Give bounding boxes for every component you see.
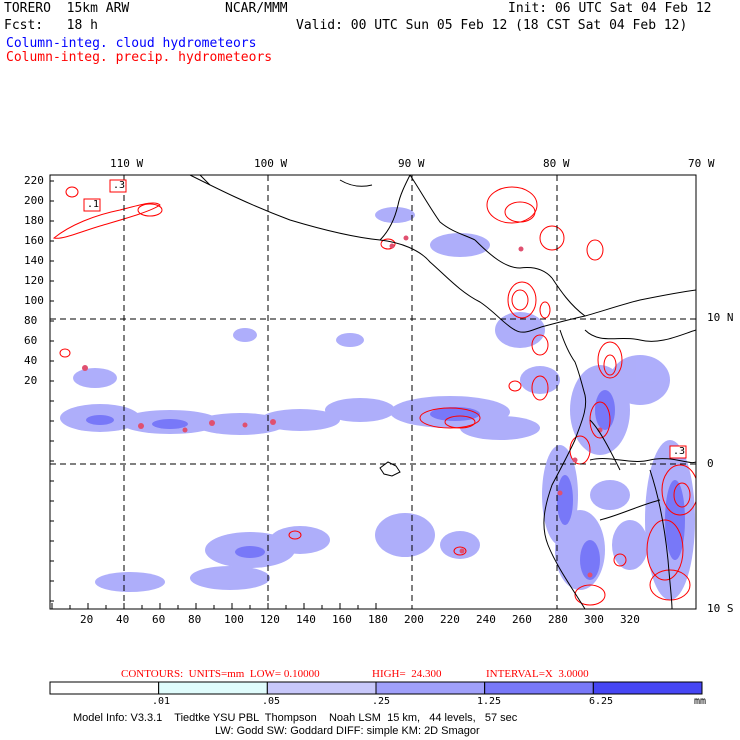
plot-frame: [49, 174, 697, 610]
lon-label: 80 W: [543, 157, 570, 170]
colorbar-label: .05: [262, 696, 281, 707]
bottom-tick-label: 20: [80, 613, 94, 626]
bottom-tick-label: 300: [584, 613, 604, 626]
colorbar-segment: [375, 681, 486, 695]
bottom-tick-label: 260: [512, 613, 532, 626]
lon-label: 70 W: [688, 157, 715, 170]
bottom-tick-label: 280: [548, 613, 568, 626]
bottom-tick-label: 80: [188, 613, 202, 626]
bottom-tick-label: 40: [116, 613, 130, 626]
field-cloud-label: Column-integ. cloud hydrometeors: [6, 36, 257, 51]
org-label: NCAR/MMM: [225, 1, 288, 16]
left-tick-label: 160: [24, 234, 44, 247]
colorbar-label: .25: [372, 696, 391, 707]
left-tick-label: 180: [24, 214, 44, 227]
cloud-hydrometeor-field: [50, 175, 696, 609]
colorbar-unit: mm: [694, 696, 707, 707]
contour-label-boxes: [83, 179, 687, 459]
bottom-tick-label: 160: [332, 613, 352, 626]
coastlines: [189, 175, 696, 609]
axis-ticks: [50, 180, 377, 609]
field-precip-label: Column-integ. precip. hydrometeors: [6, 50, 273, 65]
colorbar-segment: [158, 681, 268, 695]
forecast-hour: Fcst: 18 h: [4, 18, 98, 33]
lat-lon-grid: [50, 175, 696, 609]
precip-contours: [52, 186, 696, 606]
contour-label-1: .1: [87, 199, 100, 210]
left-tick-label: 40: [24, 354, 38, 367]
bottom-tick-label: 200: [404, 613, 424, 626]
left-tick-label: 80: [24, 314, 38, 327]
contour-units: CONTOURS: UNITS=mm LOW= 0.10000: [121, 668, 320, 680]
lon-label: 100 W: [254, 157, 288, 170]
colorbar-segment: [592, 681, 703, 695]
contour-label-3: .3: [673, 446, 686, 457]
bottom-tick-label: 120: [260, 613, 280, 626]
model-physics: LW: Godd SW: Goddard DIFF: simple KM: 2D…: [215, 725, 480, 737]
lat-label: 10 S: [707, 602, 734, 615]
contour-label-2: .3: [113, 180, 126, 191]
left-tick-label: 20: [24, 374, 38, 387]
lat-label: 10 N: [707, 311, 734, 324]
model-info: Model Info: V3.3.1 Tiedtke YSU PBL Thomp…: [73, 712, 518, 724]
contour-interval: INTERVAL=X 3.0000: [486, 668, 589, 680]
bottom-tick-label: 220: [440, 613, 460, 626]
left-tick-label: 220: [24, 174, 44, 187]
valid-time: Valid: 00 UTC Sun 05 Feb 12 (18 CST Sat …: [296, 18, 688, 33]
left-tick-label: 120: [24, 274, 44, 287]
contour-high: HIGH= 24.300: [372, 668, 442, 680]
colorbar-segment: [484, 681, 594, 695]
colorbar-segment: [266, 681, 377, 695]
bottom-tick-label: 100: [224, 613, 244, 626]
left-tick-label: 140: [24, 254, 44, 267]
bottom-tick-label: 140: [296, 613, 316, 626]
colorbar-label: .01: [152, 696, 171, 707]
left-tick-label: 200: [24, 194, 44, 207]
lat-label: 0: [707, 457, 714, 470]
left-tick-label: 100: [24, 294, 44, 307]
colorbar: [49, 681, 703, 695]
bottom-tick-label: 320: [620, 613, 640, 626]
bottom-tick-label: 60: [152, 613, 166, 626]
init-time: Init: 06 UTC Sat 04 Feb 12: [508, 1, 712, 16]
bottom-tick-label: 240: [476, 613, 496, 626]
colorbar-label: 1.25: [477, 696, 502, 707]
colorbar-label: 6.25: [589, 696, 614, 707]
model-title: TORERO 15km ARW: [4, 1, 130, 16]
colorbar-segment: [49, 681, 160, 695]
lon-label: 90 W: [398, 157, 425, 170]
lon-label: 110 W: [110, 157, 144, 170]
bottom-tick-label: 180: [368, 613, 388, 626]
left-tick-label: 60: [24, 334, 38, 347]
